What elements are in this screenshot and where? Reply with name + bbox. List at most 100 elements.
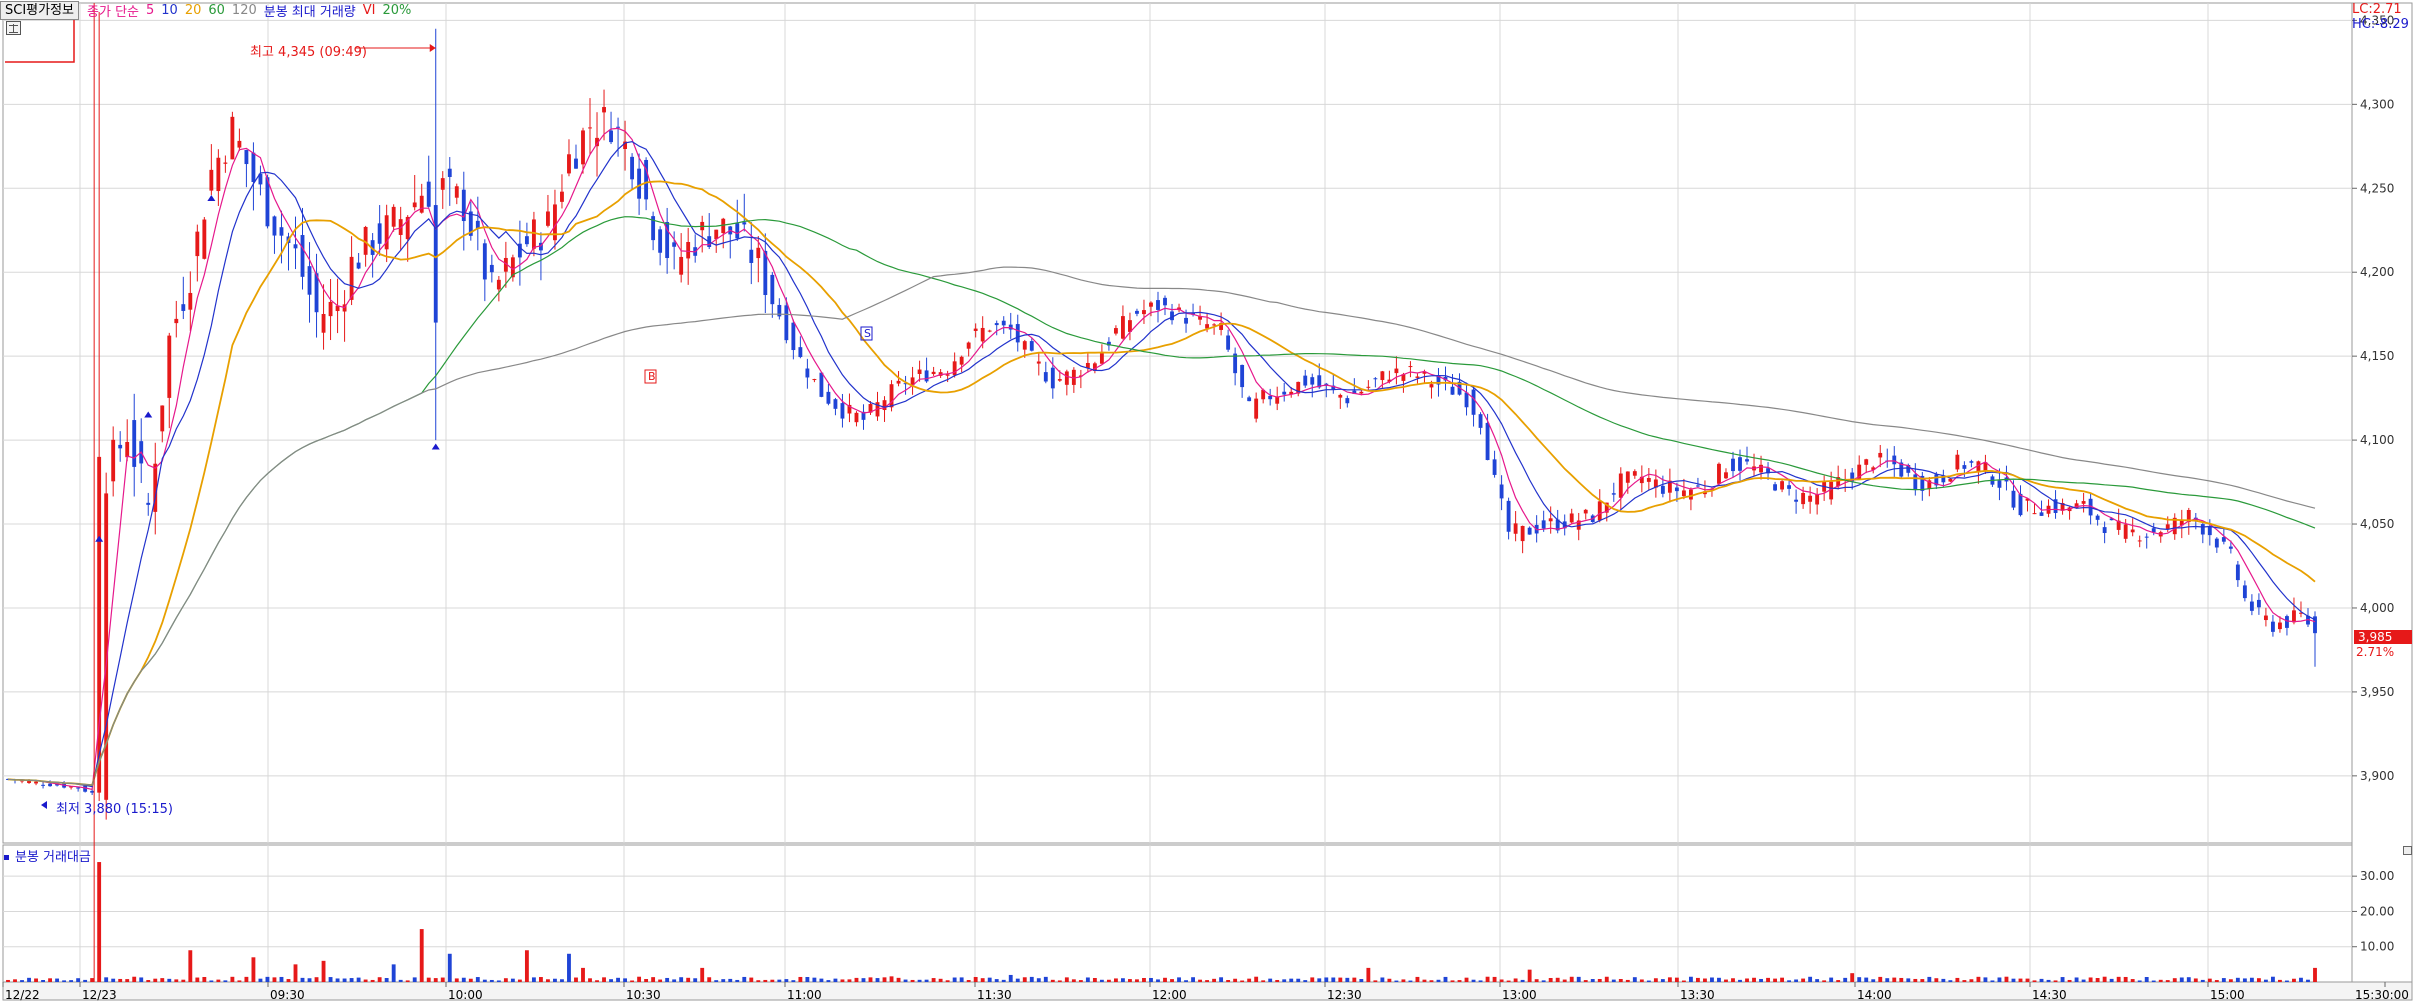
- candle-body: [1191, 312, 1195, 315]
- candle-body: [1555, 519, 1560, 531]
- candle-body: [1920, 475, 1925, 491]
- volume-bar: [1029, 976, 1034, 982]
- candle-body: [1373, 378, 1378, 380]
- stock-name[interactable]: SCI평가정보: [0, 0, 80, 20]
- volume-bar: [2158, 979, 2163, 982]
- volume-bar: [882, 977, 887, 982]
- candle-body: [2102, 527, 2107, 534]
- volume-bar: [1808, 976, 1813, 982]
- candle-body: [672, 242, 677, 247]
- volume-bar: [510, 978, 515, 982]
- candle-body: [244, 150, 249, 165]
- chart-settings-icon[interactable]: [6, 21, 21, 35]
- volume-bar: [1520, 979, 1525, 982]
- volume-panel-marker: [4, 855, 9, 860]
- volume-bar: [1653, 978, 1658, 982]
- candle-body: [503, 257, 508, 272]
- candle-body: [1464, 392, 1469, 408]
- volume-bar: [966, 980, 971, 982]
- candle-body: [714, 229, 719, 240]
- time-tick-label: 12:30: [1327, 988, 1362, 1002]
- time-tick-label: 15:00: [2210, 988, 2245, 1002]
- candle-body: [2214, 538, 2219, 548]
- volume-bar: [1457, 980, 1462, 982]
- candle-body: [560, 191, 564, 202]
- volume-bar: [279, 976, 284, 982]
- volume-bar: [1268, 978, 1273, 982]
- candle-body: [1001, 320, 1006, 326]
- candle-body: [1198, 315, 1202, 320]
- volume-bar: [749, 977, 754, 982]
- volume-tick-label: 10.00: [2360, 940, 2394, 954]
- candle-body: [2116, 520, 2121, 530]
- candle-body: [1583, 509, 1588, 514]
- volume-bar: [307, 978, 312, 982]
- panel-resize-icon[interactable]: [2403, 846, 2412, 855]
- candle-body: [209, 169, 214, 191]
- volume-bar: [1113, 978, 1118, 982]
- candle-body: [2207, 526, 2212, 536]
- candle-body: [97, 456, 102, 793]
- volume-bar: [2151, 980, 2156, 982]
- volume-bar: [1639, 979, 1644, 982]
- volume-bar: [111, 978, 116, 982]
- candle-body: [433, 205, 438, 323]
- candle-body: [1071, 369, 1076, 385]
- time-tick-label: 13:30: [1680, 988, 1715, 1002]
- volume-bar: [868, 977, 873, 982]
- price-tick-label: 4,200: [2360, 265, 2394, 279]
- candle-body: [1043, 372, 1048, 382]
- candle-body: [363, 226, 368, 255]
- candle-body: [581, 130, 585, 165]
- candle-body: [370, 240, 375, 255]
- candle-body: [335, 305, 340, 312]
- candle-body: [398, 219, 403, 235]
- candle-body: [153, 463, 158, 512]
- volume-bar: [1843, 977, 1848, 982]
- candle-body: [574, 158, 578, 169]
- candle-body: [1681, 490, 1686, 497]
- volume-bar: [987, 977, 992, 982]
- candle-body: [181, 304, 186, 311]
- candle-body: [146, 502, 151, 505]
- up-arrow-icon: [431, 443, 440, 450]
- candle-body: [1997, 480, 2002, 488]
- volume-bar: [531, 977, 536, 982]
- time-tick-label: 13:00: [1502, 988, 1537, 1002]
- candle-body: [1015, 324, 1020, 343]
- candle-body: [1184, 317, 1188, 324]
- volume-bar: [90, 978, 95, 982]
- candle-body: [1829, 481, 1834, 500]
- candle-body: [1801, 493, 1806, 505]
- candle-body: [1527, 527, 1532, 535]
- volume-bar: [1801, 978, 1806, 982]
- volume-bar: [265, 976, 270, 982]
- volume-bar: [1794, 979, 1799, 982]
- volume-bar: [1085, 977, 1090, 982]
- volume-bar: [2039, 978, 2044, 982]
- candle-body: [1057, 379, 1062, 381]
- volume-bar: [1969, 979, 1974, 982]
- volume-bar: [2011, 978, 2016, 982]
- candle-body: [1429, 384, 1434, 388]
- time-tick-label: 14:00: [1857, 988, 1892, 1002]
- volume-bar: [602, 977, 606, 982]
- volume-bar: [1001, 979, 1006, 982]
- volume-bar: [791, 980, 796, 982]
- candle-body: [1955, 454, 1960, 470]
- volume-bar: [700, 967, 705, 982]
- up-arrow-icon: [95, 535, 104, 542]
- volume-bar: [1492, 976, 1497, 982]
- volume-bar: [1548, 978, 1553, 982]
- volume-bar: [2299, 977, 2303, 982]
- candle-body: [1471, 389, 1476, 415]
- volume-bar: [2081, 979, 2086, 982]
- candle-body: [1850, 472, 1855, 482]
- volume-bar: [2102, 976, 2107, 982]
- volume-bar: [1191, 977, 1195, 982]
- buy-signal-box: [644, 369, 657, 384]
- candle-body: [952, 361, 957, 376]
- candle-body: [1766, 468, 1770, 474]
- candle-body: [426, 181, 431, 207]
